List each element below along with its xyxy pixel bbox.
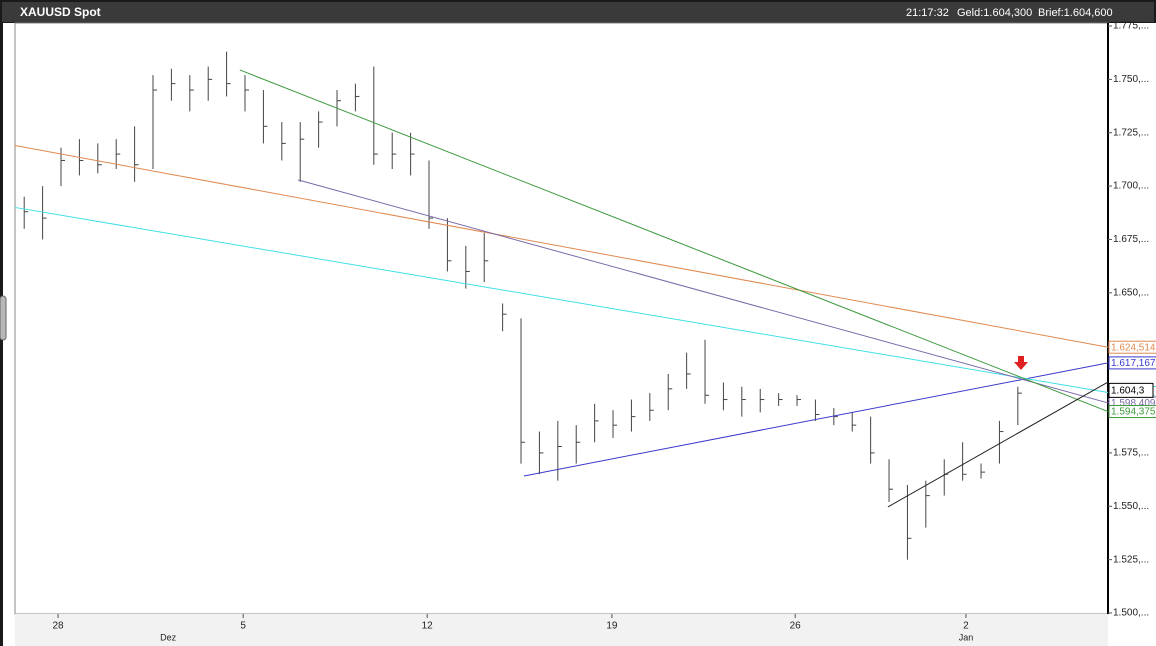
- y-tick-label: 1.500,...: [1113, 608, 1149, 619]
- y-tick-label: 1.675,...: [1113, 234, 1149, 245]
- price-tag: [1108, 405, 1156, 419]
- x-tick-label: 26: [790, 621, 802, 632]
- y-tick-label: 1.750,...: [1113, 74, 1149, 85]
- x-tick-label: 28: [52, 621, 64, 632]
- y-tick-label: 1.575,...: [1113, 448, 1149, 459]
- y-tick-label: 1.775,...: [1113, 21, 1149, 32]
- x-tick-label: 19: [606, 621, 618, 632]
- y-tick-label: 1.550,...: [1113, 501, 1149, 512]
- x-tick-label: 5: [240, 621, 246, 632]
- price-tag-label: 1.594,375: [1111, 407, 1156, 418]
- ask-price: Brief:1.604,600: [1038, 7, 1113, 19]
- trend-line: [14, 145, 1109, 348]
- time-axis-area: [15, 614, 1108, 646]
- header-bar: [2, 2, 1154, 22]
- y-tick-label: 1.650,...: [1113, 287, 1149, 298]
- month-label: Jan: [959, 632, 974, 642]
- plot-layer: [14, 51, 1109, 560]
- price-tag: [1108, 356, 1156, 370]
- last-price-tag: [1108, 382, 1154, 398]
- trend-line: [239, 69, 1109, 413]
- bid-price: Geld:1.604,300: [957, 7, 1032, 19]
- trend-line: [523, 362, 1109, 477]
- trend-line: [14, 206, 1109, 393]
- price-tag-label: 1.617,167: [1111, 358, 1156, 369]
- instrument-title: XAUUSD Spot: [20, 5, 101, 19]
- arrow-marker: [1014, 356, 1028, 370]
- price-tag-label: 1.598,409: [1111, 398, 1156, 409]
- month-label: Dez: [160, 632, 177, 642]
- plot-area: [14, 22, 1109, 615]
- price-tag-label: 1.624,514: [1111, 342, 1156, 353]
- y-tick-label: 1.525,...: [1113, 554, 1149, 565]
- side-handle[interactable]: [0, 295, 7, 341]
- y-tick-label: 1.700,...: [1113, 181, 1149, 192]
- x-tick-label: 2: [963, 621, 969, 632]
- clock: 21:17:32: [906, 7, 949, 19]
- trend-line: [297, 179, 1109, 404]
- last-price-label: 1.604,3: [1111, 386, 1145, 397]
- trend-line: [887, 381, 1109, 508]
- x-tick-label: 12: [422, 621, 434, 632]
- price-tag: [1108, 340, 1156, 354]
- y-tick-label: 1.725,...: [1113, 127, 1149, 138]
